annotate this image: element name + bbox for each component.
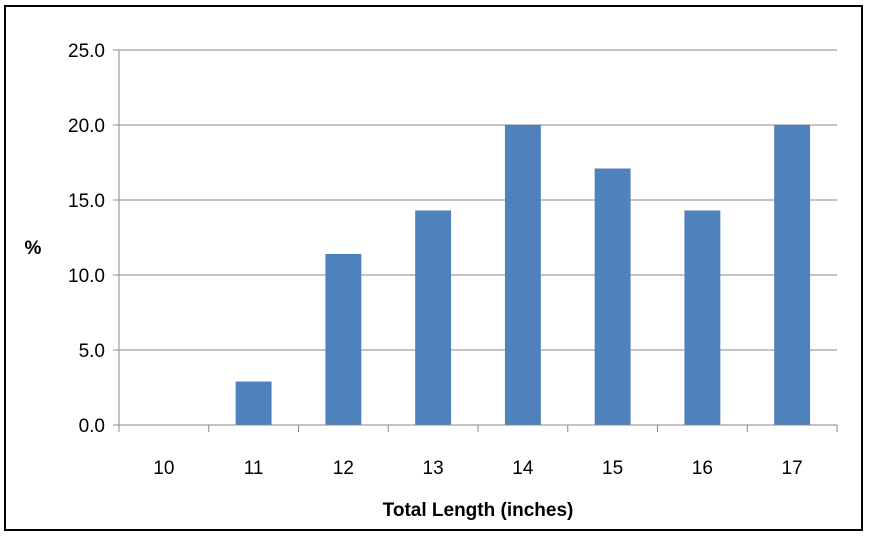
bar-14: [504, 125, 541, 425]
y-tick-label: 10.0: [68, 266, 105, 287]
x-tick-label: 14: [512, 458, 534, 479]
y-axis-title: %: [25, 238, 42, 259]
gridlines: [113, 49, 837, 426]
bars: [235, 125, 811, 425]
bar-17: [774, 125, 811, 425]
x-tick-label: 10: [153, 458, 174, 479]
y-tick-label: 15.0: [68, 191, 105, 212]
x-tick-label: 16: [692, 458, 713, 479]
bar-15: [594, 168, 631, 425]
x-tick-labels: 10 11 12 13 14 15 16 17: [118, 425, 838, 479]
bar-13: [415, 210, 452, 425]
y-tick-label: 25.0: [68, 41, 105, 62]
bar-16: [684, 210, 721, 425]
x-tick-label: 11: [244, 458, 264, 479]
y-tick-label: 20.0: [68, 116, 105, 137]
x-axis-title: Total Length (inches): [383, 500, 574, 521]
y-tick-labels: 0.0 5.0 10.0 15.0 20.0 25.0: [68, 41, 105, 437]
bar-11: [235, 381, 272, 425]
y-tick-label: 5.0: [79, 341, 105, 362]
axes: [118, 50, 837, 426]
x-tick-label: 13: [423, 458, 444, 479]
bar-12: [325, 254, 362, 425]
y-tick-label: 0.0: [79, 416, 105, 437]
x-tick-label: 17: [782, 458, 803, 479]
x-tick-label: 15: [602, 458, 623, 479]
x-tick-label: 12: [333, 458, 354, 479]
